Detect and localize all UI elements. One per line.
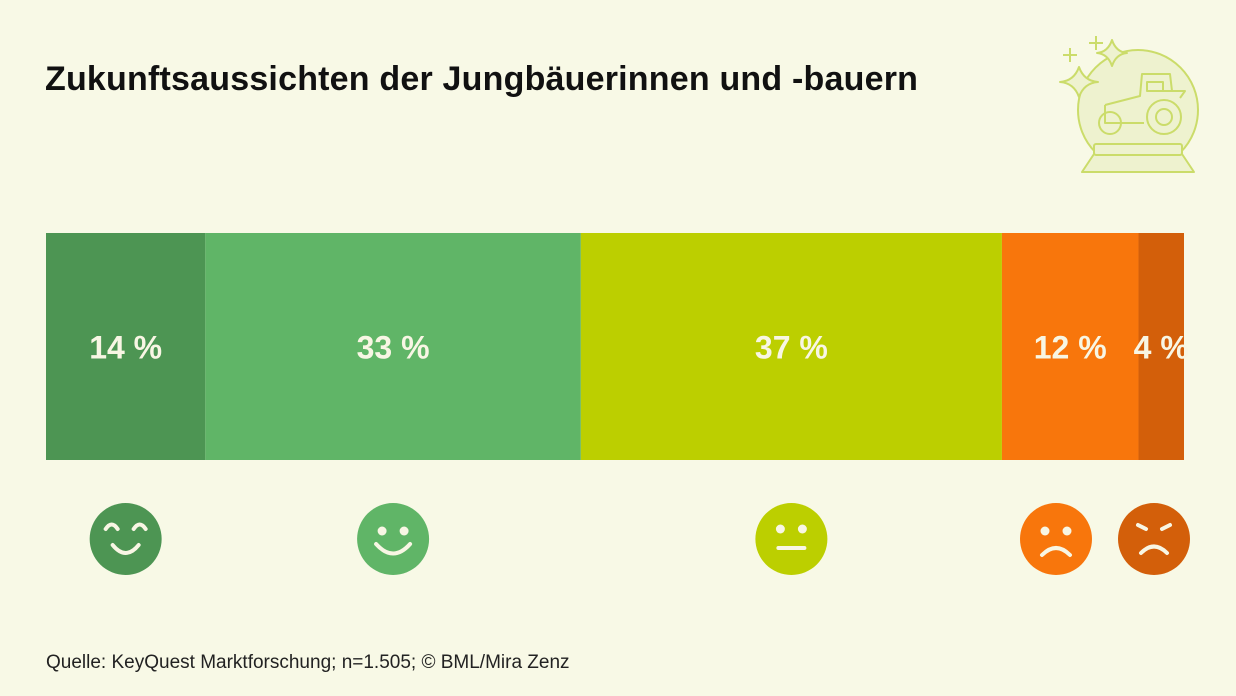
data-label-negative: 12 % xyxy=(1034,330,1107,366)
data-label-very-negative: 4 % xyxy=(1134,330,1189,366)
bar-segment-very-positive xyxy=(46,233,206,460)
bar-segment-neutral xyxy=(580,233,1002,460)
chart-title: Zukunftsaussichten der Jungbäuerinnen un… xyxy=(45,60,919,98)
source-note: Quelle: KeyQuest Marktforschung; n=1.505… xyxy=(46,652,570,673)
smiling-face-icon xyxy=(357,503,430,575)
data-label-positive: 33 % xyxy=(357,330,430,366)
frowning-face-icon xyxy=(1020,503,1092,575)
bar-segment-negative xyxy=(1001,233,1139,460)
data-label-very-positive: 14 % xyxy=(89,330,162,366)
neutral-face-icon xyxy=(755,503,828,575)
bar-segment-very-negative xyxy=(1138,233,1184,460)
grinning-face-icon xyxy=(89,503,162,575)
angry-face-icon xyxy=(1118,503,1190,575)
crystal-ball-tractor-icon xyxy=(1059,36,1199,173)
bar-segment-positive xyxy=(205,233,581,460)
data-label-neutral: 37 % xyxy=(755,330,828,366)
